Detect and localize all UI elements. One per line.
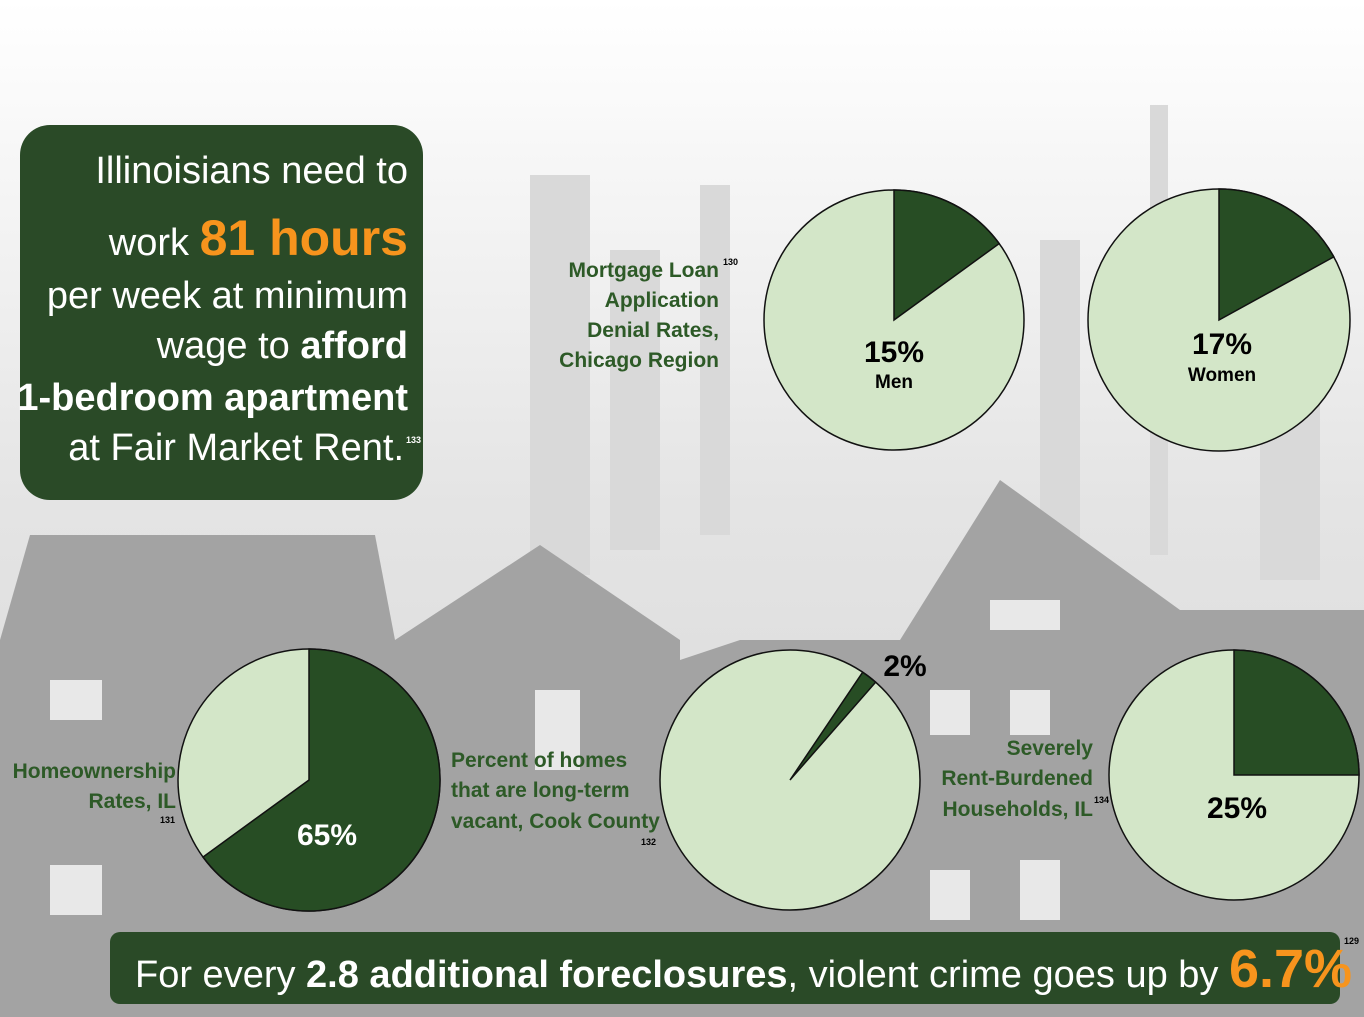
chart-title: Rent-Burdened: [941, 767, 1093, 790]
chart-title: Severely: [1007, 737, 1094, 760]
footer-text: For every: [135, 954, 295, 996]
chart-title: Percent of homes: [451, 749, 627, 772]
footnote: 133: [406, 435, 421, 445]
footer-text: , violent crime goes up by: [788, 954, 1219, 996]
callout-bold: 1-bedroom apartment: [17, 377, 408, 419]
footnote: 129: [1344, 936, 1359, 946]
infographic: Illinoisians need to work 81 hours per w…: [0, 0, 1364, 1017]
pie-value-label: 17%: [1192, 328, 1252, 361]
callout-bold: afford: [300, 325, 408, 367]
pie-value-label: 25%: [1207, 792, 1267, 825]
footer-bold: 2.8 additional foreclosures: [306, 954, 787, 996]
chart-title: Denial Rates,: [587, 319, 719, 342]
pie-value-label: 2%: [883, 650, 926, 683]
chart-title: Homeownership: [13, 760, 176, 783]
chart-title: that are long-term: [451, 779, 630, 802]
footnote: 131: [160, 815, 175, 825]
chart-title: vacant, Cook County: [451, 810, 660, 833]
footnote: 132: [641, 837, 656, 847]
footnote: 130: [723, 257, 738, 267]
highlight: 81 hours: [200, 210, 408, 266]
pie-value-label: 65%: [297, 819, 357, 852]
chart-title: Mortgage Loan: [569, 259, 720, 282]
pie-label: Women: [1188, 365, 1256, 386]
callout-text: wage to: [156, 325, 290, 367]
callout-text: at Fair Market Rent.: [68, 427, 404, 469]
pie-value-label: 15%: [864, 336, 924, 369]
pie-label: Men: [875, 372, 913, 393]
callout-text: wage to afford: [156, 325, 408, 367]
footnote: 134: [1094, 795, 1109, 805]
chart-title: Households, IL: [942, 798, 1093, 821]
chart-title: Chicago Region: [559, 349, 719, 372]
callout-text: per week at minimum: [47, 275, 408, 317]
chart-title: Application: [605, 289, 719, 312]
highlight: 6.7%: [1229, 939, 1352, 999]
callout-text: work: [108, 222, 190, 264]
chart-title: Rates, IL: [88, 790, 176, 813]
callout-text: Illinoisians need to: [95, 150, 408, 192]
